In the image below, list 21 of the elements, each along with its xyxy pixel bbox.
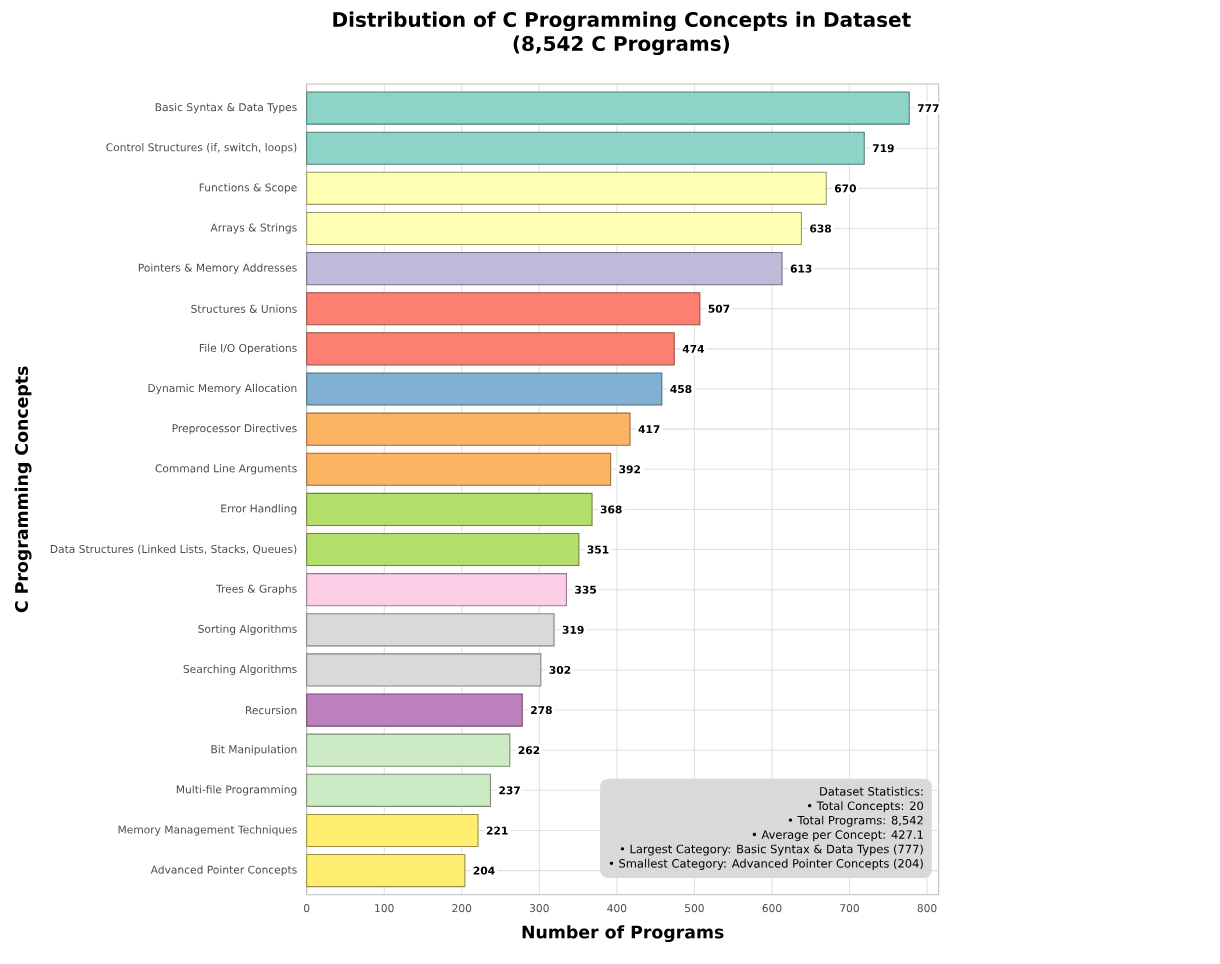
bar [306, 372, 663, 406]
bar [306, 492, 593, 526]
bar [306, 292, 701, 326]
bar [306, 171, 827, 205]
bar [306, 573, 567, 607]
bar [306, 532, 580, 567]
bar [306, 813, 479, 848]
bar [306, 733, 511, 767]
bar [306, 211, 802, 246]
bar [306, 693, 523, 727]
bar [306, 773, 491, 807]
bar [306, 91, 910, 125]
y-axis-title: C Programming Concepts [14, 366, 32, 613]
x-axis-title: Number of Programs [522, 925, 724, 943]
chart-title: Distribution of C Programming Concepts in Dataset (8,542 C Programs) [333, 11, 911, 56]
bar [306, 131, 865, 165]
bar [306, 412, 631, 446]
bar [306, 332, 675, 366]
bar [306, 452, 612, 486]
bar [306, 252, 783, 286]
bar [306, 854, 466, 888]
